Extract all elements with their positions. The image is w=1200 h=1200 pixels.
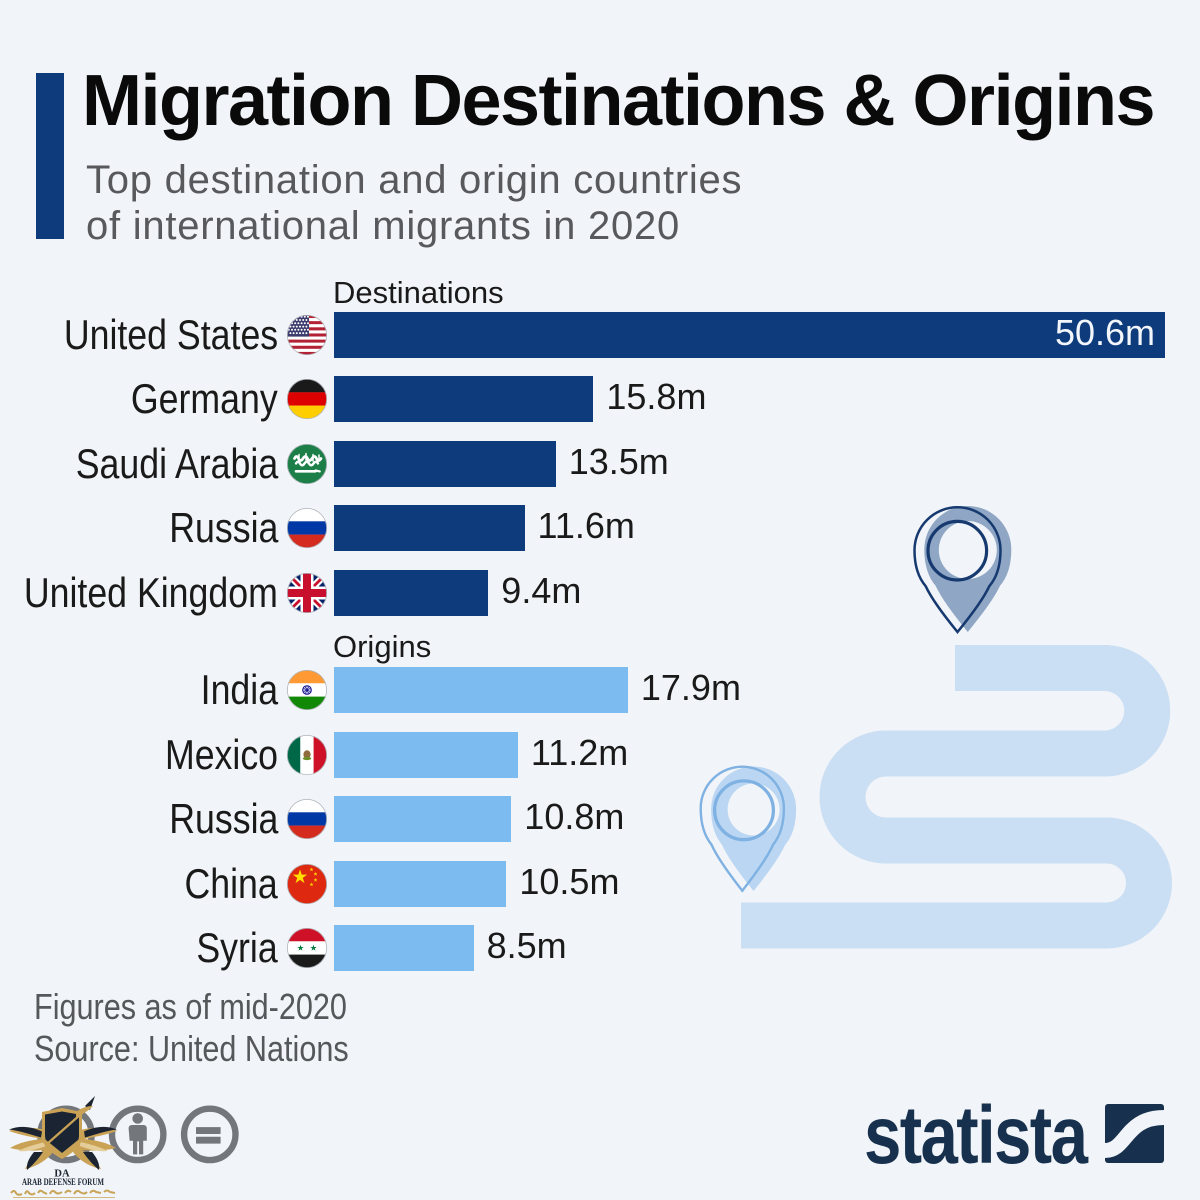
svg-text:DA: DA xyxy=(54,1169,70,1180)
svg-text:ARAB DEFENSE FORUM: ARAB DEFENSE FORUM xyxy=(22,1178,104,1188)
